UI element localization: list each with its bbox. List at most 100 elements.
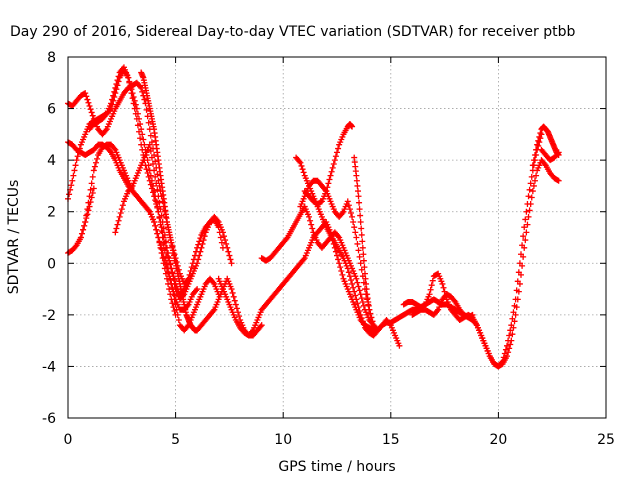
data-point — [160, 234, 167, 241]
data-point — [144, 157, 151, 164]
data-point — [83, 93, 90, 100]
data-point — [160, 260, 167, 267]
plot-frame — [67, 56, 607, 419]
data-point — [344, 198, 351, 205]
data-point — [353, 177, 360, 184]
data-point — [152, 193, 159, 200]
y-tick-label: -4 — [42, 359, 56, 375]
data-point — [115, 217, 122, 224]
data-point — [68, 182, 75, 189]
data-point — [330, 161, 337, 168]
x-tick-label: 0 — [64, 432, 73, 448]
x-tick-label: 5 — [171, 432, 180, 448]
y-tick-label: 4 — [47, 153, 56, 169]
data-point — [227, 256, 234, 263]
data-point — [363, 280, 370, 287]
data-point — [369, 318, 376, 325]
data-point — [230, 293, 237, 300]
data-point — [516, 280, 523, 287]
data-point — [172, 311, 179, 318]
data-point — [439, 280, 446, 287]
data-point — [145, 119, 152, 126]
data-point — [195, 256, 202, 263]
data-point — [362, 275, 369, 282]
data-point — [170, 304, 177, 311]
data-point — [73, 157, 80, 164]
data-point — [72, 162, 79, 169]
data-point — [171, 277, 178, 284]
data-point — [346, 206, 353, 213]
data-point — [360, 257, 367, 264]
data-point — [350, 284, 357, 291]
data-marks — [65, 64, 562, 370]
data-point — [529, 162, 536, 169]
y-tick-label: -6 — [42, 411, 56, 427]
data-point — [161, 239, 168, 246]
data-point — [324, 184, 331, 191]
data-point — [155, 234, 162, 241]
data-point — [283, 235, 290, 242]
data-point — [71, 167, 78, 174]
data-point — [355, 247, 362, 254]
data-point — [355, 283, 362, 290]
data-point — [133, 105, 140, 112]
data-point — [536, 133, 543, 140]
data-point — [528, 194, 535, 201]
data-point — [171, 292, 178, 299]
data-point — [141, 141, 148, 148]
data-point — [116, 213, 123, 220]
data-point — [537, 130, 544, 137]
data-point — [151, 188, 158, 195]
data-point — [352, 229, 359, 236]
data-point — [530, 157, 537, 164]
data-point — [335, 233, 342, 240]
data-point — [511, 318, 518, 325]
series-15 — [379, 131, 545, 370]
data-point — [110, 92, 117, 99]
data-point — [429, 277, 436, 284]
data-point — [83, 215, 90, 222]
data-point — [507, 327, 514, 334]
chart-title: Day 290 of 2016, Sidereal Day-to-day VTE… — [10, 24, 575, 40]
data-point — [132, 101, 139, 108]
data-point — [554, 150, 561, 157]
data-point — [141, 96, 148, 103]
x-tick-label: 15 — [382, 432, 400, 448]
data-point — [169, 269, 176, 276]
data-point — [117, 210, 124, 217]
data-point — [366, 306, 373, 313]
data-point — [358, 295, 365, 302]
data-point — [514, 296, 521, 303]
data-point — [102, 112, 109, 119]
data-point — [88, 180, 95, 187]
data-point — [161, 265, 168, 272]
data-point — [329, 164, 336, 171]
data-point — [507, 341, 514, 348]
data-point — [152, 222, 159, 229]
x-tick-labels: 0 5 10 15 20 25 — [64, 432, 615, 448]
data-point — [108, 100, 115, 107]
data-point — [185, 275, 192, 282]
data-point — [524, 221, 531, 228]
data-point — [210, 279, 217, 286]
series-14 — [351, 154, 381, 334]
data-point — [361, 270, 368, 277]
data-point — [197, 235, 204, 242]
data-point — [515, 288, 522, 295]
data-point — [357, 260, 364, 267]
data-point — [167, 261, 174, 268]
data-point — [154, 186, 161, 193]
series-11 — [293, 154, 381, 339]
data-point — [113, 225, 120, 232]
data-point — [347, 277, 354, 284]
data-point — [80, 226, 87, 233]
data-point — [156, 239, 163, 246]
data-point — [130, 93, 137, 100]
data-point — [222, 237, 229, 244]
data-point — [198, 244, 205, 251]
data-point — [168, 265, 175, 272]
data-point — [143, 106, 150, 113]
data-point — [356, 253, 363, 260]
data-point — [346, 273, 353, 280]
data-point — [360, 321, 367, 328]
